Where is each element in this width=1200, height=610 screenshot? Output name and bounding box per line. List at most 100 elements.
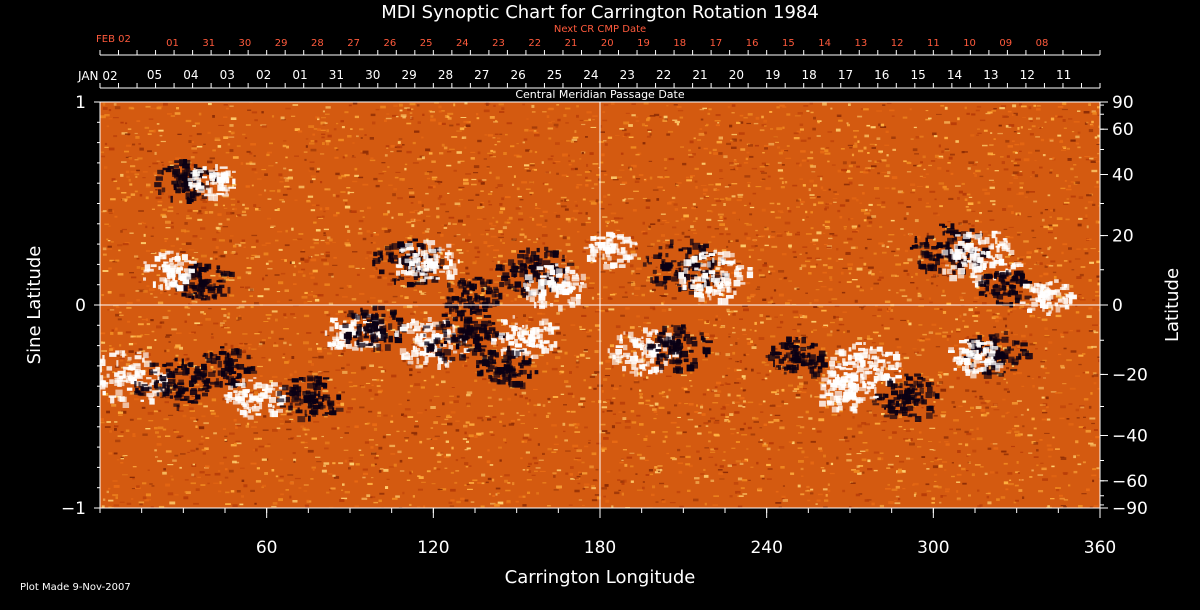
- texture-speck: [849, 506, 852, 508]
- texture-speck: [824, 206, 829, 209]
- texture-speck: [668, 271, 671, 273]
- texture-speck: [649, 289, 654, 293]
- texture-speck: [484, 229, 490, 231]
- texture-speck: [634, 287, 641, 290]
- texture-speck: [733, 482, 739, 485]
- texture-speck: [1082, 372, 1087, 374]
- texture-speck: [764, 164, 769, 167]
- texture-speck: [724, 227, 728, 231]
- texture-speck: [362, 150, 369, 154]
- texture-speck: [378, 470, 382, 473]
- texture-speck: [298, 262, 301, 265]
- texture-speck: [797, 416, 804, 418]
- texture-speck: [516, 263, 519, 267]
- texture-speck: [1057, 106, 1064, 108]
- texture-speck: [711, 235, 716, 238]
- texture-speck: [584, 305, 589, 308]
- texture-speck: [276, 300, 281, 303]
- texture-speck: [250, 257, 255, 260]
- texture-speck: [277, 230, 283, 233]
- texture-speck: [976, 286, 980, 289]
- texture-speck: [652, 485, 656, 489]
- texture-speck: [761, 162, 766, 165]
- texture-speck: [761, 124, 767, 127]
- texture-speck: [369, 159, 376, 162]
- texture-speck: [793, 316, 799, 319]
- texture-speck: [102, 247, 107, 251]
- texture-speck: [531, 126, 538, 129]
- texture-speck: [638, 393, 643, 396]
- texture-speck: [132, 433, 136, 436]
- texture-speck: [653, 417, 657, 420]
- texture-speck: [192, 210, 199, 212]
- texture-speck: [989, 471, 995, 474]
- texture-speck: [810, 111, 814, 114]
- texture-speck: [938, 182, 945, 185]
- texture-speck: [682, 207, 687, 209]
- texture-speck: [701, 162, 706, 165]
- texture-speck: [775, 216, 781, 219]
- texture-speck: [191, 256, 195, 259]
- texture-speck: [816, 231, 822, 235]
- texture-speck: [1041, 418, 1047, 421]
- texture-speck: [377, 390, 382, 394]
- texture-speck: [477, 279, 480, 282]
- texture-speck: [729, 124, 733, 128]
- texture-speck: [866, 375, 871, 378]
- texture-speck: [561, 263, 567, 265]
- texture-speck: [291, 419, 295, 422]
- texture-speck: [965, 193, 971, 196]
- texture-speck: [877, 308, 883, 311]
- texture-speck: [220, 322, 225, 324]
- texture-speck: [564, 439, 568, 442]
- texture-speck: [822, 348, 826, 351]
- chart-title: MDI Synoptic Chart for Carrington Rotati…: [381, 2, 819, 23]
- texture-speck: [881, 382, 884, 385]
- texture-speck: [533, 130, 537, 133]
- texture-speck: [1004, 360, 1009, 362]
- texture-speck: [359, 210, 364, 212]
- texture-speck: [703, 300, 707, 304]
- texture-speck: [1092, 468, 1097, 471]
- texture-speck: [666, 105, 669, 107]
- texture-speck: [784, 181, 788, 184]
- texture-speck: [1092, 330, 1096, 332]
- texture-speck: [1003, 168, 1009, 171]
- texture-speck: [333, 256, 337, 259]
- texture-speck: [757, 487, 763, 491]
- texture-speck: [900, 228, 904, 230]
- texture-speck: [1016, 174, 1023, 176]
- texture-speck: [647, 130, 652, 133]
- texture-speck: [857, 115, 863, 118]
- texture-speck: [347, 407, 353, 410]
- texture-speck: [255, 208, 261, 211]
- texture-speck: [764, 147, 768, 150]
- texture-speck: [759, 427, 763, 429]
- texture-speck: [171, 221, 174, 224]
- texture-speck: [332, 264, 338, 266]
- texture-speck: [405, 439, 408, 442]
- texture-speck: [728, 240, 731, 243]
- texture-speck: [556, 312, 560, 315]
- texture-speck: [324, 283, 330, 286]
- texture-speck: [1006, 432, 1012, 434]
- texture-speck: [605, 220, 610, 223]
- texture-speck: [465, 466, 469, 468]
- texture-speck: [570, 167, 575, 171]
- next-cmp-date: 31: [202, 38, 215, 49]
- texture-speck: [463, 424, 468, 428]
- texture-speck: [327, 134, 332, 138]
- texture-speck: [995, 471, 999, 474]
- texture-speck: [574, 426, 579, 429]
- cmp-date: 27: [474, 68, 489, 82]
- texture-speck: [201, 435, 204, 438]
- cmp-date: 13: [983, 68, 998, 82]
- texture-speck: [524, 164, 530, 167]
- texture-speck: [741, 460, 747, 462]
- texture-speck: [838, 439, 845, 441]
- texture-speck: [488, 493, 491, 496]
- texture-speck: [684, 403, 689, 405]
- texture-speck: [737, 505, 743, 508]
- cmp-date-start-label: JAN 02: [77, 69, 118, 83]
- texture-speck: [341, 126, 345, 129]
